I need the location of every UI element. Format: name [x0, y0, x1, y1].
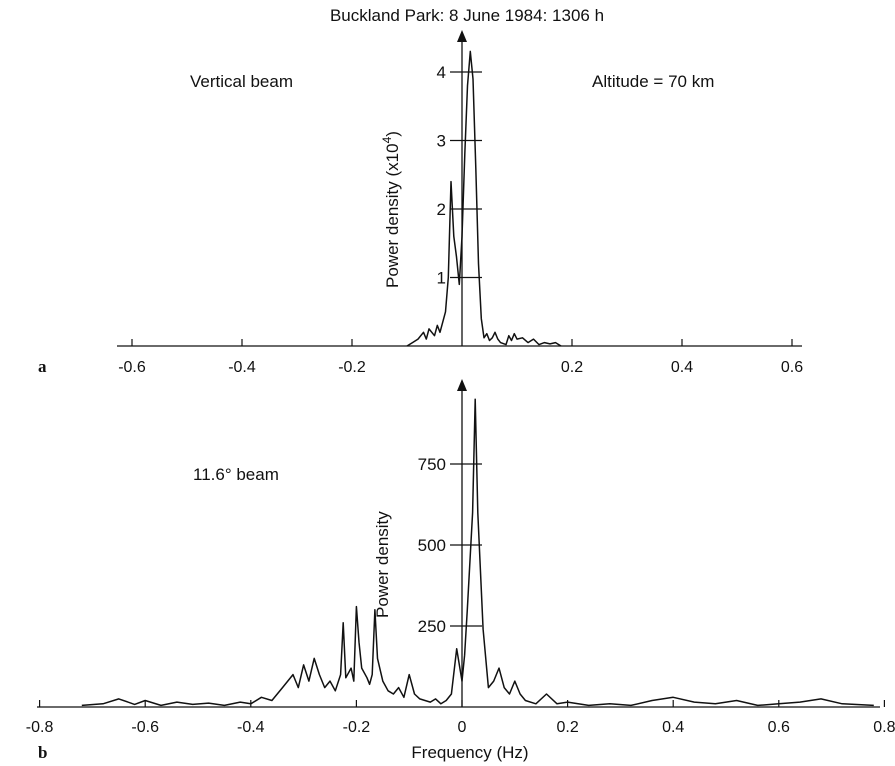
panel-b-y-tick-label: 250 [418, 617, 446, 636]
panel-a-y-ticks: 1 2 3 4 [437, 63, 482, 288]
panel-b-y-tick-label: 500 [418, 536, 446, 555]
panel-b-annotation-beam: 11.6° beam [193, 465, 279, 484]
panel-b-y-axis-arrow [457, 379, 467, 391]
panel-b-x-tick-label: 0.8 [873, 719, 895, 736]
panel-b-y-tick-label: 750 [418, 455, 446, 474]
panel-a-y-tick-label: 3 [437, 132, 446, 151]
panel-a-y-tick-label: 2 [437, 200, 446, 219]
panel-a-x-tick-label: 0.4 [671, 359, 693, 376]
panel-b-x-tick-label: -0.4 [237, 719, 265, 736]
panel-a-series-line [406, 50, 562, 347]
panel-a-annotation-beam: Vertical beam [190, 72, 293, 91]
panel-b-x-tick-label: 0.2 [556, 719, 578, 736]
panel-a-x-tick-label: -0.2 [338, 359, 366, 376]
panel-a-y-axis-arrow [457, 30, 467, 42]
panel-a-x-tick-label: 0.2 [561, 359, 583, 376]
panel-b-x-label: Frequency (Hz) [411, 743, 528, 762]
panel-a-x-tick-label: 0.6 [781, 359, 803, 376]
panel-b-x-tick-label: -0.8 [26, 719, 54, 736]
panel-a-label: a [38, 357, 47, 376]
figure-title: Buckland Park: 8 June 1984: 1306 h [330, 6, 604, 25]
panel-b: -0.8 -0.6 -0.4 -0.2 0 0.2 0.4 0.6 0.8 250500750 … [26, 379, 895, 762]
panel-a-y-label: Power density (x104) [380, 131, 402, 288]
panel-a-x-ticks: -0.6 -0.4 -0.2 0.2 0.4 0.6 [118, 339, 803, 376]
panel-b-x-tick-label: 0.6 [768, 719, 790, 736]
panel-a: -0.6 -0.4 -0.2 0.2 0.4 0.6 1 2 3 4 Vertical beam… [38, 30, 803, 376]
panel-b-y-ticks: 250 500 750 [418, 455, 482, 636]
panel-b-label: b [38, 743, 47, 762]
panel-b-x-ticks: -0.8 -0.6 -0.4 -0.2 0 0.2 0.4 0.6 0.8 [26, 700, 895, 736]
panel-a-x-tick-label: -0.4 [228, 359, 256, 376]
panel-b-x-tick-label: -0.2 [343, 719, 371, 736]
panel-a-y-tick-label: 1 [437, 269, 446, 288]
panel-a-annotation-altitude: Altitude = 70 km [592, 72, 714, 91]
panel-a-y-tick-label: 4 [437, 63, 446, 82]
panel-b-series-line [81, 398, 874, 707]
panel-b-x-tick-label: 0 [458, 719, 467, 736]
panel-b-x-tick-label: 0.4 [662, 719, 684, 736]
panel-a-x-tick-label: -0.6 [118, 359, 146, 376]
panel-b-y-label: Power density [373, 511, 392, 618]
panel-b-x-tick-label: -0.6 [131, 719, 159, 736]
